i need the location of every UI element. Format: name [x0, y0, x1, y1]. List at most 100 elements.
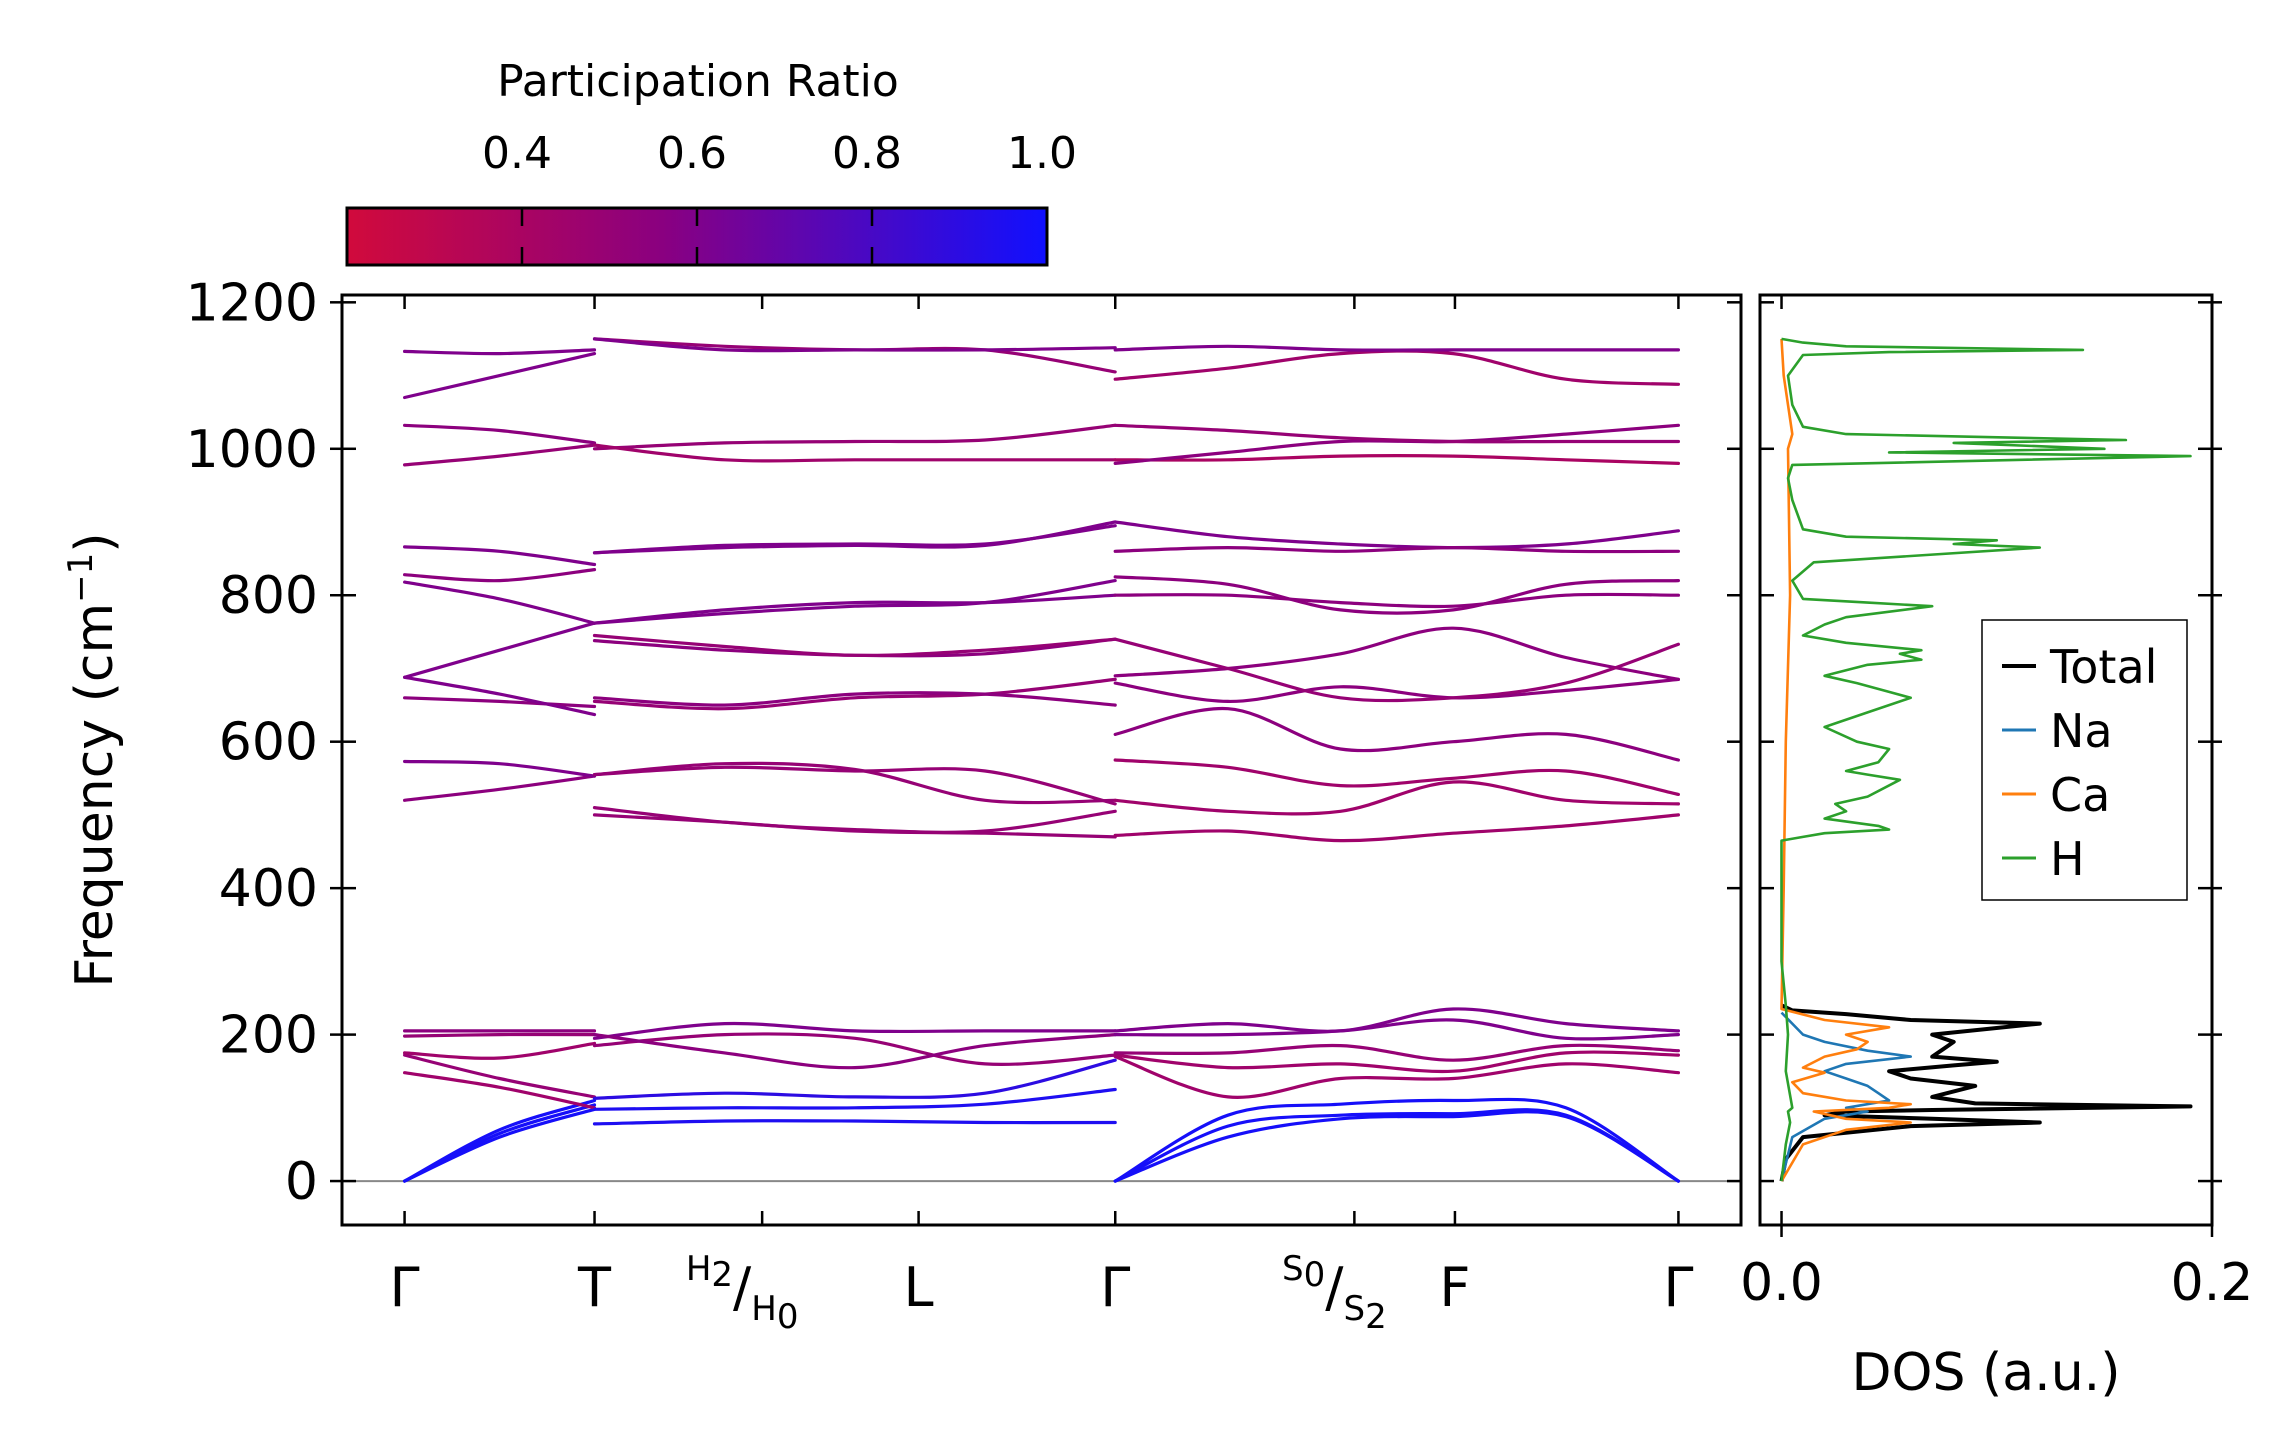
phonon-band [592, 337, 1117, 374]
colorbar-tick-label: 0.4 [482, 128, 552, 179]
phonon-band [1113, 344, 1680, 352]
phonon-band [403, 352, 597, 400]
phonon-band [403, 759, 597, 778]
y-tick-label: 0 [285, 1152, 318, 1212]
phonon-band [403, 1041, 597, 1060]
high-symmetry-label: Γ [1663, 1256, 1693, 1319]
phonon-band [592, 1021, 1117, 1040]
phonon-band [592, 593, 1117, 625]
phonon-band [403, 1071, 597, 1110]
colorbar-title: Participation Ratio [497, 56, 899, 107]
phonon-band [403, 1098, 597, 1183]
phonon-band [592, 1087, 1117, 1111]
phonon-band [1113, 1007, 1680, 1033]
phonon-band [1113, 545, 1680, 554]
phonon-band [592, 765, 1117, 806]
y-tick-label: 800 [219, 566, 318, 626]
dos-frequency-ticks [1760, 301, 2222, 1183]
band-structure-panel: 0 200 400 600 800 1000 1200 Γ T H2/H0 L Γ S0/S2 F Γ F… [61, 273, 1743, 1337]
phonon-band [403, 443, 597, 467]
phonon-band [592, 443, 1117, 463]
high-symmetry-label: Γ [390, 1256, 420, 1319]
y-tick-label: 1000 [186, 420, 318, 480]
phonon-band [1113, 1018, 1680, 1041]
legend-label: H [2050, 832, 2085, 886]
phonon-band [403, 348, 597, 356]
dos-x-tick-label: 0.2 [2171, 1253, 2254, 1313]
phonon-band [1113, 1097, 1680, 1183]
dos-axis: 0.0 0.2 [1740, 295, 2253, 1313]
phonon-bands [403, 337, 1680, 1183]
high-symmetry-label: S0/S2 [1282, 1249, 1387, 1337]
phonon-band [403, 1053, 597, 1099]
frequency-axis: 0 200 400 600 800 1000 1200 [186, 273, 1741, 1212]
phonon-band [403, 696, 597, 709]
phonon-band [1113, 520, 1680, 550]
phonon-band [403, 545, 597, 567]
colorbar-tick-label: 0.6 [657, 128, 727, 179]
phonon-band [403, 423, 597, 445]
dos-legend: Total Na Ca H [1981, 619, 2188, 901]
high-symmetry-label: H2/H0 [686, 1249, 799, 1337]
dos-curve-na [1780, 1011, 1912, 1182]
dos-axes-frame [1758, 293, 2214, 1227]
phonon-band [1113, 1050, 1680, 1074]
phonon-band [1113, 592, 1680, 609]
dos-axis-title: DOS (a.u.) [1852, 1343, 2121, 1403]
colorbar: Participation Ratio 0.4 0.6 0.8 1.0 [345, 56, 1077, 267]
phonon-band [403, 568, 597, 583]
phonon-band [1113, 423, 1680, 444]
dos-curve-ca [1780, 338, 1912, 1182]
y-tick-label: 1200 [186, 273, 318, 333]
band-axes-frame [340, 293, 1743, 1227]
phonon-band [592, 806, 1117, 834]
dos-curve-h [1780, 337, 2192, 1182]
phonon-band [592, 633, 1117, 657]
phonon-band [403, 774, 597, 802]
legend-label: Ca [2050, 768, 2110, 822]
phonon-band [403, 675, 597, 717]
colorbar-ticks: 0.4 0.6 0.8 1.0 [482, 128, 1077, 265]
phonon-band [592, 520, 1117, 555]
colorbar-tick-label: 1.0 [1007, 128, 1077, 179]
phonon-band [1113, 707, 1680, 762]
phonon-band [592, 1033, 1117, 1070]
phonon-band [1113, 677, 1680, 704]
phonon-band [592, 677, 1117, 711]
phonon-band [1113, 758, 1680, 796]
y-tick-label: 400 [219, 859, 318, 919]
legend-label: Na [2050, 704, 2113, 758]
high-symmetry-label: T [577, 1256, 612, 1319]
frequency-axis-title: Frequency (cm−1) [61, 532, 125, 987]
phonon-band [403, 621, 597, 679]
phonon-band [1113, 1108, 1680, 1183]
phonon-band [592, 1058, 1117, 1100]
phonon-band [403, 1032, 597, 1038]
dos-curves [1779, 337, 2193, 1182]
phonon-band [592, 691, 1117, 707]
phonon-band [592, 1119, 1117, 1126]
high-symmetry-label: Γ [1100, 1256, 1130, 1319]
legend-label: Total [2049, 640, 2157, 694]
phonon-band [1113, 423, 1680, 465]
phonon-band [1113, 637, 1680, 703]
colorbar-tick-label: 0.8 [832, 128, 902, 179]
phonon-band [1113, 780, 1680, 816]
phonon-band [1113, 1043, 1680, 1062]
phonon-band [403, 1107, 597, 1183]
phonon-band [592, 423, 1117, 451]
high-symmetry-label: L [904, 1256, 934, 1319]
y-tick-label: 200 [219, 1006, 318, 1066]
phonon-band [592, 1032, 1117, 1066]
high-symmetry-label: F [1439, 1256, 1470, 1319]
phonon-band [1113, 349, 1680, 386]
phonon-band [1113, 813, 1680, 843]
phonon-band [1113, 1055, 1680, 1099]
phonon-band [1113, 454, 1680, 465]
phonon-band [592, 337, 1117, 353]
phonon-band [592, 579, 1117, 625]
phonon-band [403, 580, 597, 625]
phonon-band [1113, 626, 1680, 681]
dos-panel: 0.0 0.2 DOS (a.u.) Total Na Ca H [1740, 293, 2253, 1403]
